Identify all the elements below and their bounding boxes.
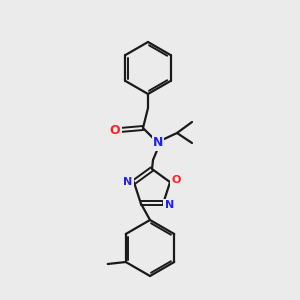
Text: N: N: [153, 136, 163, 149]
Text: N: N: [123, 177, 133, 187]
Text: N: N: [164, 200, 174, 210]
Text: O: O: [110, 124, 120, 136]
Text: O: O: [171, 175, 181, 185]
